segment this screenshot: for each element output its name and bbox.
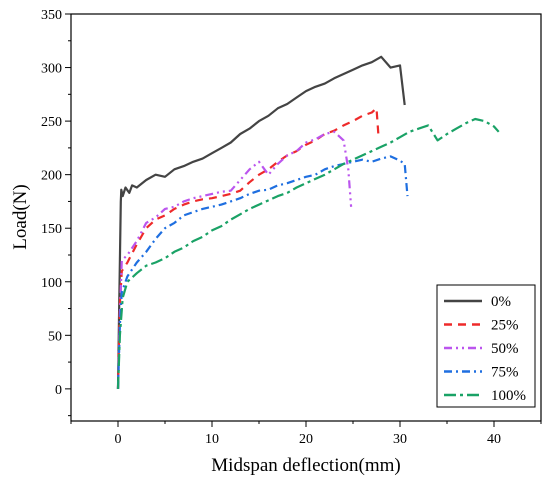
- legend-label-3: 75%: [491, 365, 519, 381]
- y-tick-label: 150: [41, 222, 62, 237]
- x-tick-label: 40: [487, 432, 501, 447]
- series-line-0: [116, 55, 406, 389]
- legend-label-1: 25%: [491, 318, 519, 334]
- x-tick-label: 0: [115, 432, 122, 447]
- y-tick-label: 300: [41, 62, 62, 77]
- y-tick-label: 350: [41, 8, 62, 23]
- series-line-1: [116, 107, 380, 389]
- y-axis-ticks: 0 50 100 150 200 250 300 350: [41, 8, 71, 417]
- y-tick-label: 0: [55, 383, 62, 398]
- x-tick-label: 10: [205, 432, 219, 447]
- legend-items: 0% 25% 50% 75% 100%: [444, 294, 526, 404]
- legend-label-0: 0%: [491, 294, 511, 310]
- legend-box: [436, 284, 536, 408]
- y-tick-label: 50: [48, 329, 62, 344]
- legend-label-4: 100%: [491, 388, 526, 404]
- series-line-3: [116, 155, 409, 389]
- y-tick-label: 200: [41, 169, 62, 184]
- x-axis-ticks: 0 10 20 30 40: [70, 421, 542, 447]
- x-tick-label: 20: [299, 432, 313, 447]
- series-line-4: [116, 117, 500, 389]
- legend-label-2: 50%: [491, 341, 519, 357]
- y-tick-label: 250: [41, 115, 62, 130]
- series-lines: [116, 55, 500, 389]
- y-axis-title: Load(N): [10, 184, 31, 249]
- x-tick-label: 30: [393, 432, 407, 447]
- series-line-2: [116, 130, 353, 389]
- x-axis-title: Midspan deflection(mm): [211, 455, 400, 476]
- y-tick-label: 100: [41, 276, 62, 291]
- legend: 0% 25% 50% 75% 100%: [436, 284, 536, 408]
